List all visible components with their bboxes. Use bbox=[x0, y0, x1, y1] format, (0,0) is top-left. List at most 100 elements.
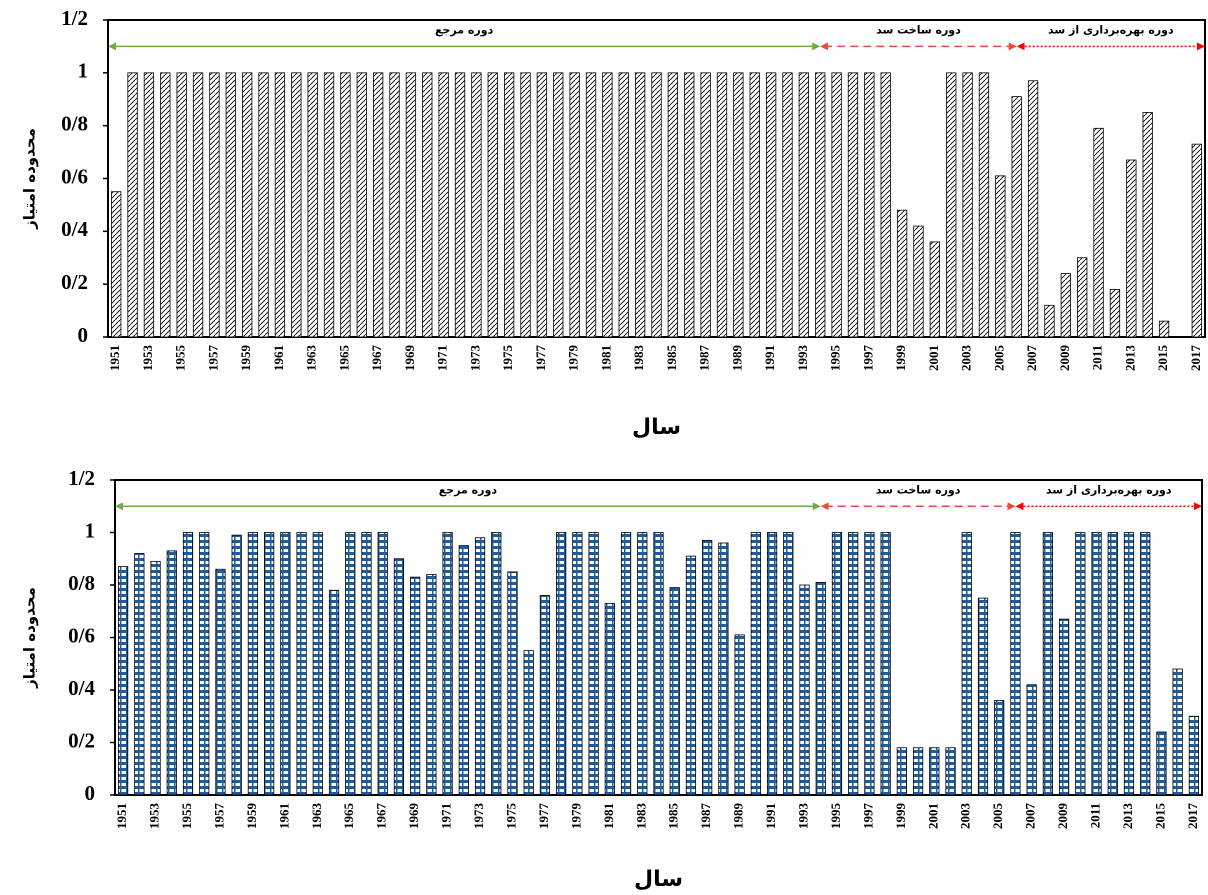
x-tick-label: 1991 bbox=[763, 803, 778, 829]
bar bbox=[669, 587, 680, 796]
bar bbox=[454, 72, 466, 338]
x-tick-label: 1995 bbox=[828, 345, 843, 372]
bar bbox=[426, 574, 437, 796]
bar bbox=[1093, 127, 1104, 338]
bar bbox=[569, 72, 580, 338]
bar bbox=[523, 650, 534, 796]
bar bbox=[1060, 273, 1071, 338]
x-tick-label: 1969 bbox=[406, 803, 421, 830]
bar bbox=[667, 72, 679, 338]
y-tick-label: 0/2 bbox=[61, 270, 88, 294]
bar bbox=[520, 72, 531, 338]
y-tick-label: 1 bbox=[78, 59, 89, 83]
x-tick-label: 1955 bbox=[173, 345, 188, 372]
bar bbox=[815, 72, 826, 338]
bar bbox=[1010, 532, 1021, 796]
bar bbox=[994, 700, 1005, 796]
y-tick-label: 0/6 bbox=[68, 623, 95, 647]
x-tick-label: 1985 bbox=[664, 345, 679, 372]
bar bbox=[1027, 80, 1039, 338]
period-label: دوره مرجع bbox=[435, 24, 494, 37]
x-tick-label: 1967 bbox=[374, 803, 389, 830]
bar bbox=[150, 560, 161, 796]
x-tick-label: 1969 bbox=[402, 345, 417, 372]
x-tick-label: 2015 bbox=[1152, 803, 1167, 830]
x-tick-label: 1997 bbox=[860, 803, 875, 830]
bar bbox=[766, 532, 778, 796]
bar bbox=[1107, 532, 1118, 796]
bar bbox=[1042, 532, 1053, 796]
bar bbox=[929, 747, 940, 796]
x-tick-label: 1957 bbox=[211, 803, 226, 830]
bar bbox=[393, 558, 405, 796]
bar bbox=[323, 72, 335, 338]
y-tick-label: 1/2 bbox=[61, 6, 88, 30]
bar bbox=[312, 532, 323, 796]
bar bbox=[258, 72, 269, 338]
bar bbox=[618, 72, 629, 338]
y-tick-label: 0 bbox=[78, 323, 89, 347]
x-tick-label: 2011 bbox=[1090, 345, 1105, 370]
bar bbox=[111, 191, 122, 338]
x-tick-label: 1981 bbox=[598, 345, 613, 371]
bar bbox=[438, 72, 449, 338]
bar bbox=[945, 747, 956, 796]
x-tick-label: 1967 bbox=[369, 345, 384, 372]
bar bbox=[405, 72, 417, 338]
period-label: دوره مرجع bbox=[439, 484, 498, 497]
x-tick-label: 1971 bbox=[435, 345, 450, 371]
x-tick-label: 1975 bbox=[503, 803, 518, 830]
x-tick-label: 1951 bbox=[114, 803, 129, 829]
x-tick-label: 2017 bbox=[1185, 803, 1200, 830]
bar bbox=[209, 72, 220, 338]
x-tick-label: 2007 bbox=[1024, 345, 1039, 372]
bar bbox=[231, 534, 242, 796]
y-tick-label: 0/2 bbox=[68, 728, 95, 752]
bar bbox=[653, 532, 664, 796]
bar bbox=[166, 550, 177, 796]
y-tick-label: 0/8 bbox=[61, 111, 88, 135]
x-tick-label: 2009 bbox=[1055, 803, 1070, 830]
bar bbox=[536, 72, 548, 338]
bar bbox=[831, 532, 843, 796]
bar bbox=[264, 532, 275, 796]
x-tick-label: 2003 bbox=[958, 803, 973, 830]
bar bbox=[143, 72, 155, 338]
bar bbox=[880, 532, 891, 796]
bar bbox=[946, 72, 957, 338]
x-tick-label: 1989 bbox=[731, 803, 746, 830]
y-tick-label: 0/4 bbox=[68, 676, 95, 700]
bar bbox=[602, 72, 613, 338]
y-tick-label: 0/8 bbox=[68, 571, 95, 595]
bar bbox=[700, 72, 711, 338]
x-tick-label: 2013 bbox=[1122, 345, 1137, 372]
bar bbox=[199, 532, 210, 796]
bar bbox=[718, 542, 729, 796]
bar bbox=[225, 72, 236, 338]
bar bbox=[539, 595, 551, 796]
x-tick-label: 2013 bbox=[1120, 803, 1135, 830]
bar bbox=[765, 72, 777, 338]
bar bbox=[487, 72, 498, 338]
y-axis-title: محدوده امتیاز bbox=[21, 587, 39, 689]
x-tick-label: 2003 bbox=[959, 345, 974, 372]
bar bbox=[1026, 684, 1037, 796]
bar bbox=[782, 72, 793, 338]
bar bbox=[831, 72, 842, 338]
bar bbox=[1058, 618, 1070, 796]
x-tick-label: 2011 bbox=[1088, 803, 1103, 828]
x-tick-label: 1963 bbox=[304, 345, 319, 372]
bar bbox=[1140, 532, 1151, 796]
bar bbox=[929, 241, 940, 338]
x-tick-label: 2005 bbox=[991, 345, 1006, 372]
x-tick-label: 1987 bbox=[698, 803, 713, 830]
bar bbox=[1091, 532, 1102, 796]
bar bbox=[458, 545, 469, 796]
chart: 0 0/2 0/4 0/6 0/8 1 1/2 1951 1953 1955 1957 1959 196… bbox=[21, 6, 1206, 440]
x-tick-label: 1991 bbox=[762, 345, 777, 371]
x-axis-title: سال bbox=[634, 867, 683, 892]
bar bbox=[422, 72, 433, 338]
x-tick-label: 1961 bbox=[276, 803, 291, 829]
bar bbox=[880, 72, 891, 338]
